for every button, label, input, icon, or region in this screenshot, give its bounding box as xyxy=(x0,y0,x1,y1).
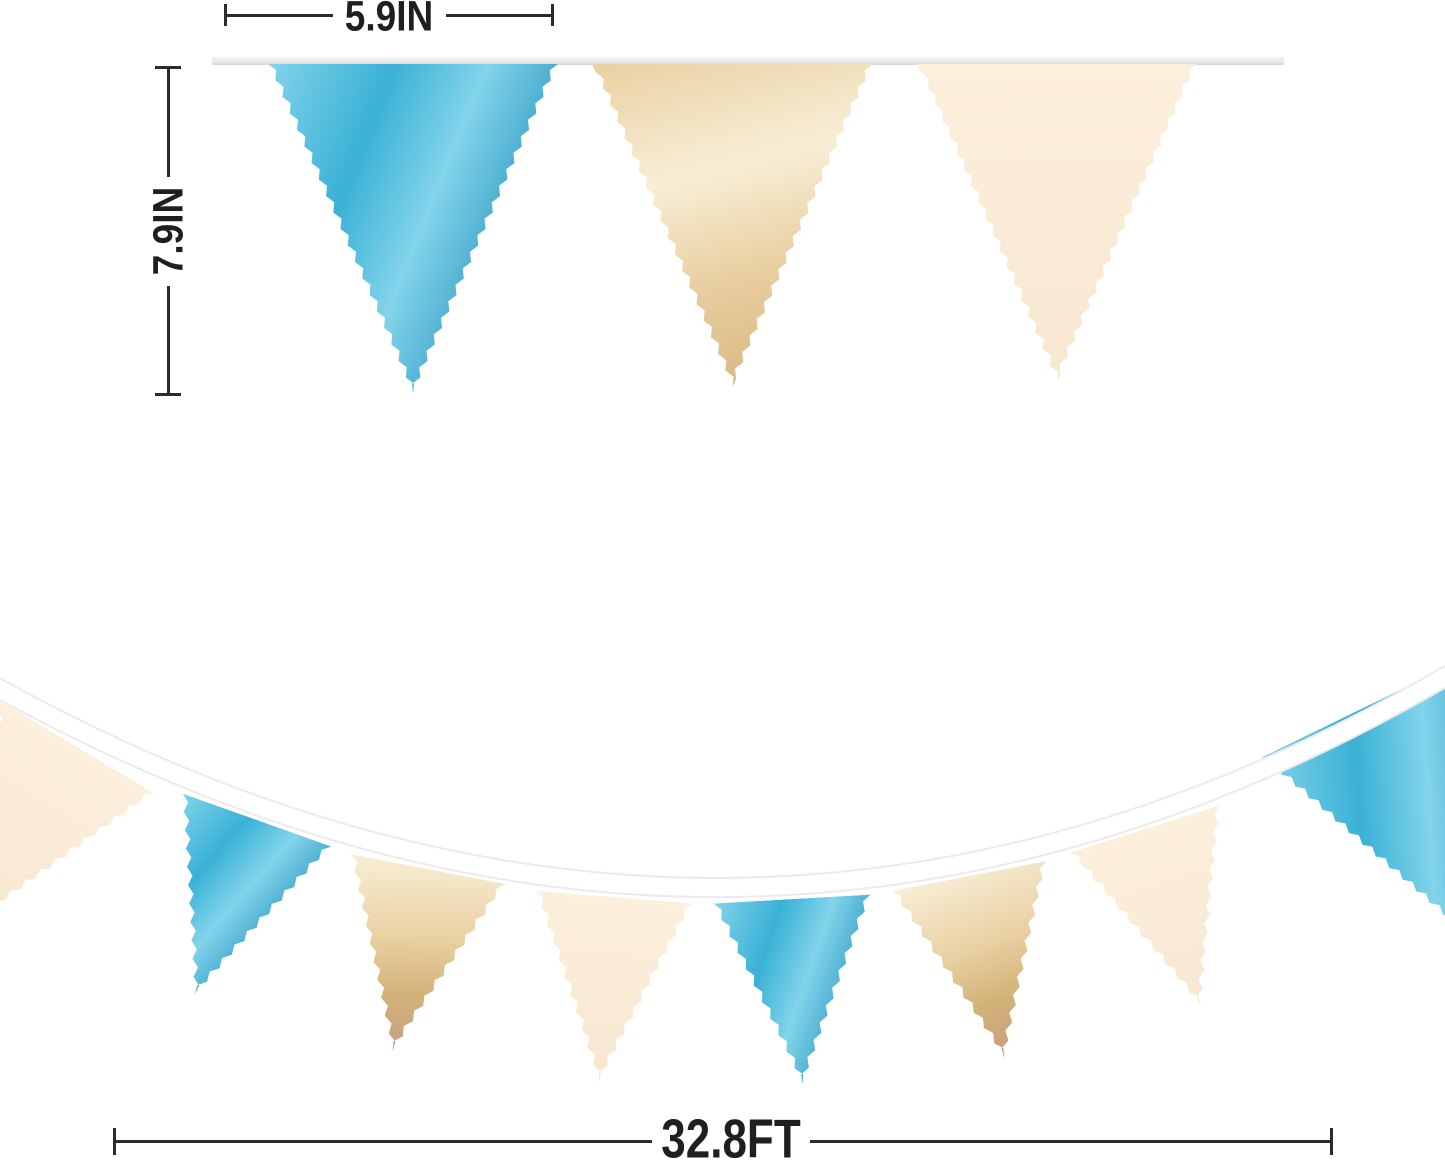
length-dim-left-tick xyxy=(113,1128,116,1155)
pennant-flag-cream xyxy=(0,701,155,974)
length-dim-right-line xyxy=(810,1140,1330,1143)
pennant-flag-blue xyxy=(1262,656,1445,999)
hanging-ribbon xyxy=(212,57,1284,65)
height-dim-bottom-tick xyxy=(155,393,181,396)
height-dim-bottom-line xyxy=(167,286,170,394)
pennant-flag-blue xyxy=(120,793,331,1021)
flag-height-value: 7.9IN xyxy=(144,186,193,276)
pennant-flag-gold xyxy=(315,854,506,1067)
length-dim-right-tick xyxy=(1330,1128,1333,1155)
length-dim-left-line xyxy=(116,1140,652,1143)
width-dim-right-line xyxy=(446,14,551,17)
width-dim-left-line xyxy=(227,14,333,17)
height-dim-top-line xyxy=(167,69,170,177)
flag-width-value: 5.9IN xyxy=(344,0,434,41)
pennant-flag-gold xyxy=(891,861,1082,1074)
height-dim-top-tick xyxy=(155,66,181,69)
pennant-flag-cream xyxy=(1070,805,1277,1030)
width-dim-right-tick xyxy=(551,4,554,26)
pennant-flag-cream xyxy=(520,891,692,1089)
banner-length-value: 32.8FT xyxy=(661,1107,801,1164)
width-dim-left-tick xyxy=(224,4,227,26)
pennant-flag-blue xyxy=(713,895,881,1090)
